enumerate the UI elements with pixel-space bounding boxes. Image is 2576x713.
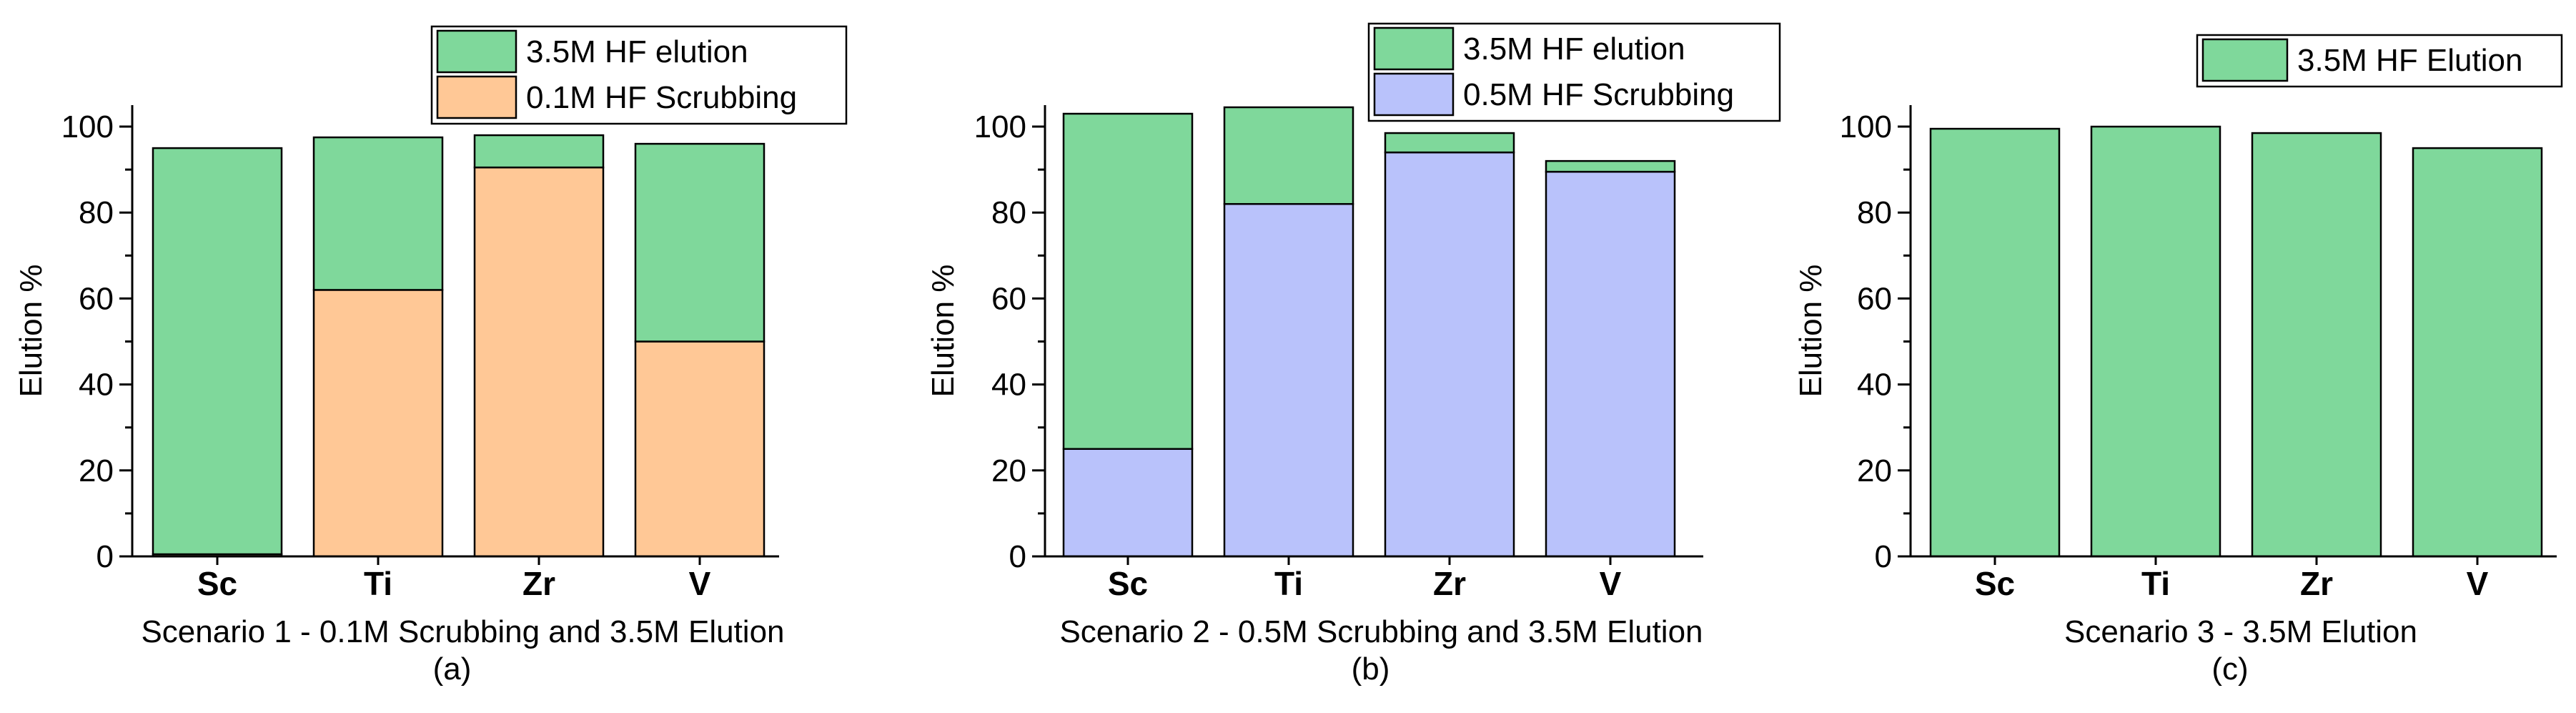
legend-swatch-1 [436,75,517,119]
legend-swatch-1 [2201,38,2289,82]
bar-zr-series-2 [473,134,605,169]
bar-sc-series-2 [1062,112,1194,451]
legend-swatch-2 [1373,26,1455,71]
y-axis-title: Elution % [1793,265,1828,398]
x-tick-label-v: V [689,565,711,602]
y-axis-title: Elution % [926,265,961,398]
y-tick-label: 40 [79,368,114,403]
chart-panel-1: Sc Ti Zr V 0 20 40 60 80 100 Elution % Scenario 1 -… [14,25,848,687]
y-tick-label: 60 [1857,281,1892,316]
legend-label-1: 0.5M HF Scrubbing [1463,77,1734,112]
bar-v-series-2 [634,142,766,343]
bar-ti-series-1 [2090,125,2221,558]
legend-label-1: 3.5M HF Elution [2297,43,2522,78]
legend-label-2: 3.5M HF elution [1463,31,1685,67]
y-tick-label: 100 [61,109,114,144]
bar-ti-series-1 [312,289,444,558]
y-tick-label: 100 [974,109,1026,144]
legend-label-1: 0.1M HF Scrubbing [526,80,797,115]
bar-v-series-2 [1545,159,1676,173]
x-tick-label-v: V [2467,565,2489,602]
bar-ti-series-2 [312,136,444,291]
legend-swatch-1 [1373,72,1455,117]
y-tick-label: 80 [79,195,114,230]
x-tick-label-sc: Sc [1108,565,1148,602]
chart-panel-2: Sc Ti Zr V 0 20 40 60 80 100 Elution % Scenario 2 -… [926,22,1781,687]
x-tick-label-zr: Zr [1433,565,1466,602]
legend-swatch-2 [436,29,517,74]
y-tick-label: 20 [79,453,114,488]
y-axis-title: Elution % [14,265,49,398]
y-tick-label: 0 [96,539,114,574]
y-tick-label: 60 [79,281,114,316]
bar-zr-series-1 [2251,132,2382,558]
panel-label: (c) [2211,651,2248,687]
y-tick-label: 60 [991,281,1026,316]
legend-label-2: 3.5M HF elution [526,34,748,69]
y-tick-label: 20 [1857,453,1892,488]
bar-v-series-1 [634,340,766,558]
panel-label: (a) [433,651,472,687]
x-tick-label-zr: Zr [2300,565,2333,602]
x-axis-title: Scenario 2 - 0.5M Scrubbing and 3.5M Elu… [1059,614,1703,649]
bar-v-series-1 [2412,147,2543,558]
bar-zr-series-1 [1384,151,1515,558]
bar-ti-series-2 [1223,106,1354,205]
y-tick-label: 20 [991,453,1026,488]
x-tick-label-v: V [1600,565,1622,602]
x-axis-title: Scenario 1 - 0.1M Scrubbing and 3.5M Elu… [141,614,784,649]
bar-zr-series-1 [473,166,605,558]
bar-v-series-1 [1545,170,1676,558]
bar-sc-series-2 [152,147,283,556]
y-tick-label: 40 [991,368,1026,403]
x-tick-label-zr: Zr [522,565,555,602]
y-tick-label: 80 [991,195,1026,230]
bar-zr-series-2 [1384,132,1515,154]
chart-panel-3: Sc Ti Zr V 0 20 40 60 80 100 Elution % Scenario 3 -… [1793,34,2563,687]
x-tick-label-ti: Ti [364,565,392,602]
x-tick-label-sc: Sc [197,565,237,602]
x-tick-label-ti: Ti [2141,565,2170,602]
bar-sc-series-1 [1062,448,1194,558]
y-tick-label: 40 [1857,368,1892,403]
x-tick-label-ti: Ti [1274,565,1303,602]
y-tick-label: 0 [1009,539,1026,574]
bar-ti-series-1 [1223,202,1354,558]
y-tick-label: 0 [1875,539,1892,574]
x-axis-title: Scenario 3 - 3.5M Elution [2064,614,2417,649]
panel-label: (b) [1352,651,1390,687]
y-tick-label: 100 [1840,109,1892,144]
x-tick-label-sc: Sc [1975,565,2015,602]
bar-sc-series-1 [1929,127,2061,558]
y-tick-label: 80 [1857,195,1892,230]
